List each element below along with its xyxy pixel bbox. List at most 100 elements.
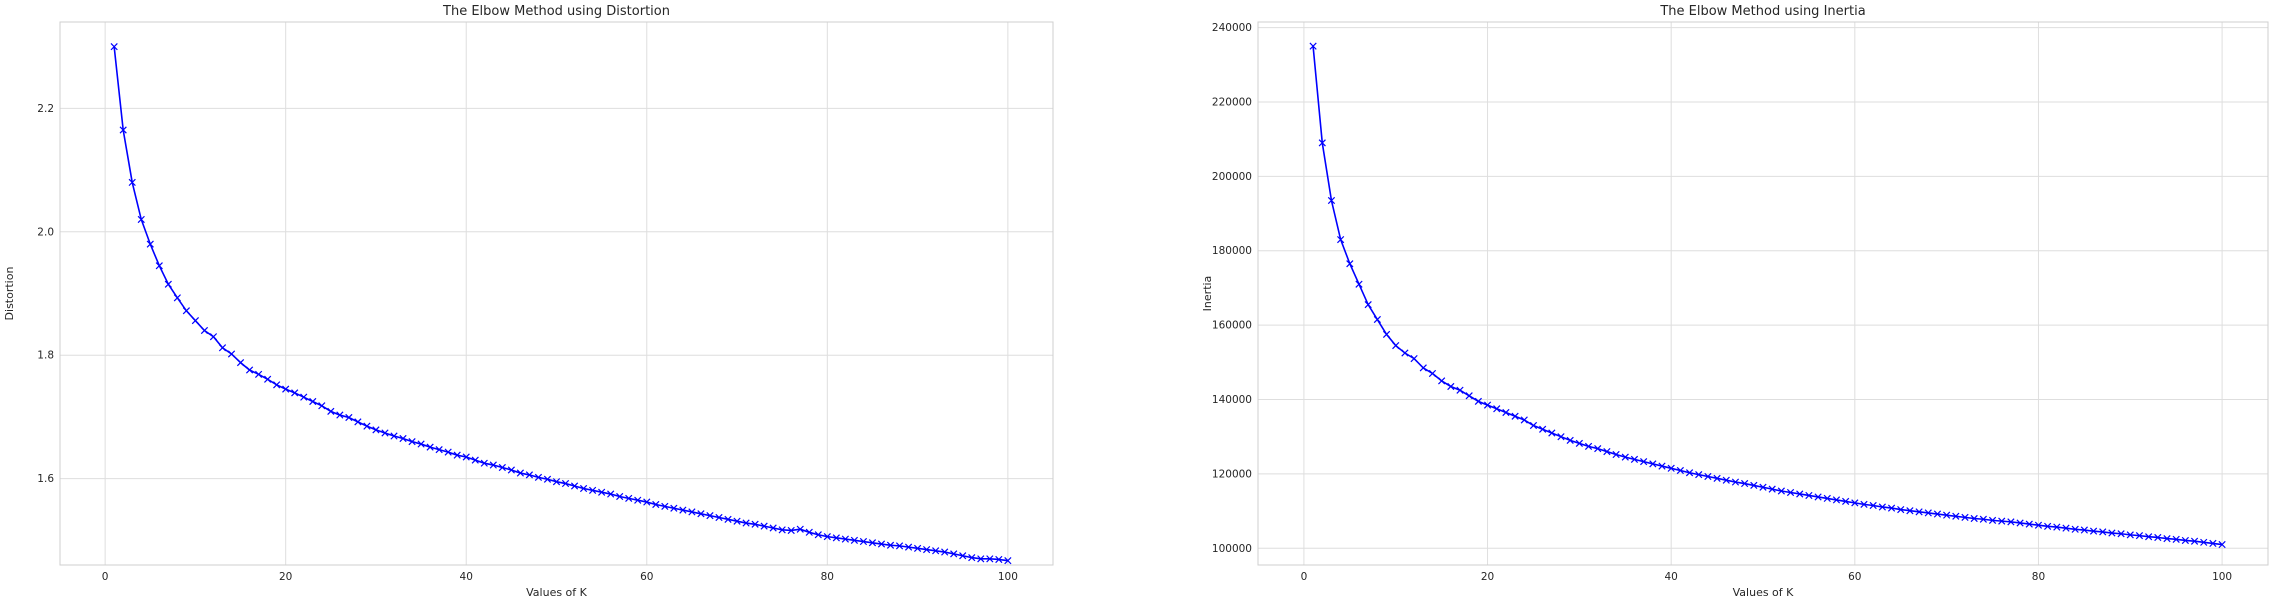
data-point-marker <box>1970 514 1978 523</box>
data-point-marker <box>236 358 245 367</box>
data-point-marker <box>1814 493 1822 501</box>
data-point-marker <box>1410 354 1418 363</box>
data-point-marker <box>814 531 822 539</box>
data-point-marker <box>922 545 931 554</box>
data-point-marker <box>904 543 913 551</box>
data-point-marker <box>769 524 777 532</box>
data-point-marker <box>354 418 362 426</box>
data-point-marker <box>850 536 859 544</box>
data-point-marker <box>796 525 804 533</box>
data-point-marker <box>408 437 416 446</box>
data-point-marker <box>1685 469 1694 477</box>
data-point-marker <box>607 490 615 498</box>
data-point-marker <box>1327 196 1336 205</box>
data-point-marker <box>1309 42 1317 50</box>
data-point-marker <box>543 475 552 483</box>
data-point-marker <box>913 544 922 552</box>
data-point-marker <box>1465 392 1473 400</box>
data-point-marker <box>2044 522 2052 530</box>
data-point-marker <box>1961 513 1969 522</box>
y-tick-label: 2.0 <box>37 226 54 238</box>
data-point-marker <box>345 413 353 422</box>
y-axis-label: Inertia <box>1201 276 1214 312</box>
y-tick-label: 180000 <box>1212 245 1252 257</box>
y-tick-label: 1.6 <box>37 473 54 485</box>
data-point-marker <box>1520 416 1528 424</box>
y-tick-label: 120000 <box>1212 468 1252 480</box>
data-point-marker <box>1869 501 1877 510</box>
data-point-marker <box>273 381 281 389</box>
data-point-marker <box>877 540 886 548</box>
data-point-marker <box>363 422 371 430</box>
data-point-marker <box>2172 535 2180 543</box>
data-point-marker <box>1768 485 1776 493</box>
data-point-marker <box>1346 260 1354 268</box>
x-tick-label: 40 <box>460 571 473 583</box>
series-line <box>1312 46 2223 546</box>
data-point-marker <box>1897 505 1905 514</box>
data-point-marker <box>191 317 200 325</box>
data-point-marker <box>209 333 218 341</box>
data-point-marker <box>733 517 741 525</box>
data-point-marker <box>661 502 669 511</box>
data-point-marker <box>643 498 651 506</box>
data-point-marker <box>1713 474 1721 482</box>
data-point-marker <box>245 366 254 374</box>
data-point-marker <box>1612 450 1620 459</box>
plot-frame <box>59 21 1054 566</box>
data-point-marker <box>462 453 470 461</box>
data-point-marker <box>264 375 272 383</box>
y-tick-label: 200000 <box>1212 171 1252 183</box>
data-point-marker <box>2099 528 2107 536</box>
data-point-marker <box>1337 235 1345 244</box>
data-point-marker <box>2154 533 2162 542</box>
y-tick-label: 1.8 <box>37 350 54 362</box>
data-point-marker <box>2034 521 2043 529</box>
data-point-marker <box>1796 490 1804 498</box>
data-point-marker <box>598 488 606 496</box>
y-tick-label: 140000 <box>1212 394 1252 406</box>
data-point-marker <box>2190 537 2199 545</box>
data-point-marker <box>778 526 786 534</box>
data-point-marker <box>1851 499 1859 507</box>
data-point-marker <box>2080 526 2088 534</box>
data-point-marker <box>155 262 163 270</box>
data-point-marker <box>516 469 525 477</box>
data-point-marker <box>1741 479 1749 488</box>
data-point-marker <box>128 178 136 187</box>
data-point-marker <box>1658 462 1666 470</box>
data-point-marker <box>534 473 543 482</box>
data-point-marker <box>444 448 452 456</box>
chart-title: The Elbow Method using Distortion <box>442 4 670 19</box>
data-point-marker <box>327 407 335 415</box>
x-tick-label: 80 <box>2032 571 2045 583</box>
data-point-marker <box>1832 496 1841 504</box>
x-tick-label: 40 <box>1664 571 1677 583</box>
data-point-marker <box>2163 534 2171 543</box>
data-point-marker <box>1731 478 1740 486</box>
data-point-marker <box>2145 533 2153 541</box>
data-point-marker <box>579 484 588 493</box>
y-tick-label: 100000 <box>1212 543 1252 555</box>
data-point-marker <box>480 459 488 467</box>
data-point-marker <box>1805 491 1813 500</box>
data-point-marker <box>616 492 624 501</box>
data-point-marker <box>1915 508 1923 516</box>
data-point-marker <box>1355 280 1363 288</box>
chart-panel-2: 0 20 40 60 80 100 100000 120000 140000 160000 1800… <box>1201 4 2269 599</box>
data-point-marker <box>2209 539 2217 548</box>
data-point-marker <box>1474 397 1482 405</box>
data-point-marker <box>390 432 398 440</box>
x-axis-label: Values of K <box>1733 586 1795 599</box>
data-point-marker <box>1456 386 1464 394</box>
data-point-marker <box>1548 429 1556 437</box>
data-point-marker <box>652 500 660 509</box>
data-point-marker <box>1566 436 1574 445</box>
data-point-marker <box>507 466 515 474</box>
data-point-marker <box>1887 504 1896 512</box>
data-point-marker <box>932 547 940 555</box>
data-point-marker <box>2117 530 2125 538</box>
data-point-marker <box>489 461 497 469</box>
data-point-marker <box>173 294 181 302</box>
